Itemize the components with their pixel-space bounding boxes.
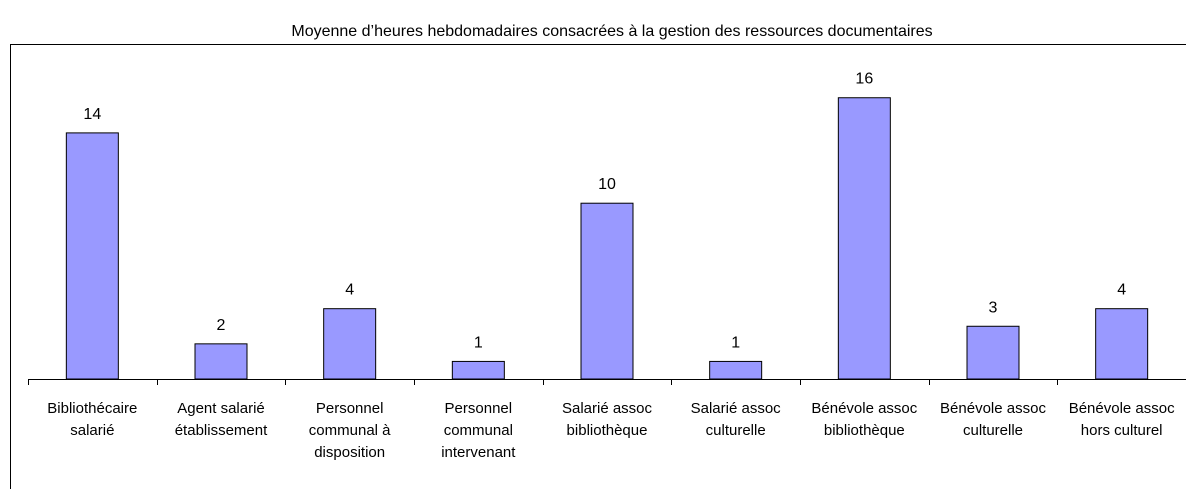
bar [709,360,763,380]
data-label: 1 [474,334,483,351]
bar [1095,308,1149,380]
bar [580,202,634,380]
x-tick-label: Bibliothécaire salarié [47,400,138,439]
chart-border [10,44,1186,489]
data-label: 1 [731,334,740,351]
chart-title: Moyenne d’heures hebdomadaires consacrée… [291,23,932,40]
x-tick-label: Bénévole assoc hors culturel [1068,400,1175,439]
bar [65,132,119,380]
x-tick-label: Agent salarié établissement [174,400,268,439]
x-tick-label: Salarié assoc bibliothèque [561,400,653,439]
data-label: 4 [345,282,354,299]
bar [966,325,1020,380]
data-label: 3 [989,299,998,316]
bar [194,343,248,380]
x-tick-label: Salarié assoc culturelle [690,400,781,439]
data-label: 16 [855,71,873,88]
bar [451,360,505,380]
x-tick-label: Bénévole assoc bibliothèque [811,400,918,439]
data-label: 4 [1117,282,1126,299]
x-tick-label: Bénévole assoc culturelle [940,400,1046,439]
bar [837,97,891,380]
data-label: 10 [598,176,616,193]
bar [323,308,377,380]
data-label: 14 [83,106,101,123]
x-tick-label: Personnel communal à disposition [308,400,391,461]
x-tick-label: Personnel communal intervenant [441,400,516,461]
data-label: 2 [217,317,226,334]
